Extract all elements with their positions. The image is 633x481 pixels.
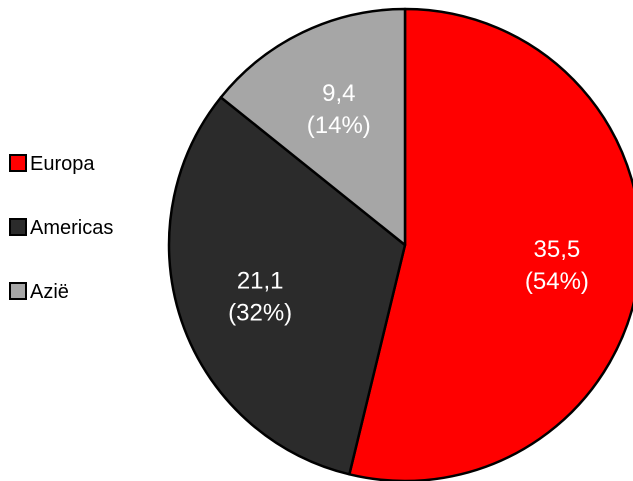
pie-slice-europa <box>348 7 633 481</box>
slice-percent-label: (14%) <box>307 112 371 139</box>
pie-slice-americas <box>167 96 407 476</box>
slice-value-label: 9,4 <box>322 80 355 107</box>
legend-swatch <box>9 154 27 172</box>
slice-value-label: 21,1 <box>237 267 284 294</box>
pie-slice-labels: 35,5 (54%) 21,1 (32%) 9,4 (14%) <box>228 80 589 326</box>
slice-percent-label: (54%) <box>525 268 589 295</box>
pie-slices <box>167 7 633 481</box>
legend-label: Azië <box>30 281 69 303</box>
slice-value-label: 35,5 <box>534 236 581 263</box>
slice-percent-label: (32%) <box>228 299 292 326</box>
legend-swatch <box>9 282 27 300</box>
legend-label: Americas <box>30 217 113 239</box>
legend-swatch <box>9 218 27 236</box>
legend: Europa Americas Azië <box>9 153 113 303</box>
pie-slice-azi- <box>219 7 407 247</box>
legend-label: Europa <box>30 153 95 175</box>
